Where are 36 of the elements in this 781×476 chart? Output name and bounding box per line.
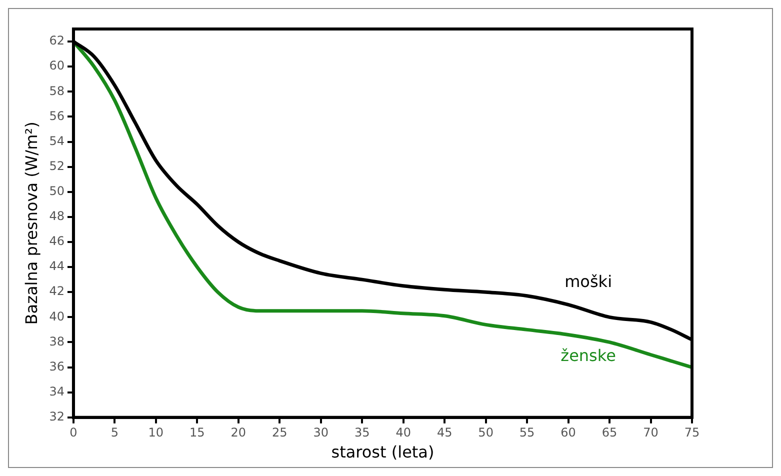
y-tick-label: 38 bbox=[49, 334, 64, 348]
y-tick-label: 52 bbox=[49, 158, 64, 173]
x-tick-label: 75 bbox=[684, 426, 700, 440]
x-axis-title: starost (leta) bbox=[331, 442, 434, 462]
y-tick-label: 32 bbox=[49, 410, 64, 424]
y-tick-label: 42 bbox=[49, 284, 64, 298]
x-tick-label: 30 bbox=[313, 426, 329, 440]
y-tick-label: 40 bbox=[49, 309, 64, 324]
series-label: moški bbox=[564, 272, 612, 291]
x-tick-label: 15 bbox=[190, 426, 205, 440]
y-tick-label: 34 bbox=[49, 384, 64, 398]
x-tick-label: 50 bbox=[478, 426, 494, 440]
x-tick-label: 0 bbox=[70, 426, 78, 440]
y-tick-label: 56 bbox=[49, 108, 64, 123]
y-tick-label: 44 bbox=[49, 259, 64, 274]
series-label: ženske bbox=[560, 346, 616, 365]
x-tick-label: 5 bbox=[110, 426, 119, 440]
x-tick-label: 45 bbox=[436, 426, 452, 440]
x-tick-label: 60 bbox=[560, 426, 576, 440]
x-tick-label: 10 bbox=[148, 426, 164, 440]
y-tick-label: 48 bbox=[49, 209, 64, 224]
x-tick-label: 40 bbox=[396, 426, 411, 440]
y-axis-title: Bazalna presnova (W/m²) bbox=[22, 122, 41, 325]
y-tick-label: 60 bbox=[49, 58, 64, 73]
y-tick-label: 54 bbox=[49, 134, 64, 148]
x-tick-label: 65 bbox=[602, 426, 618, 440]
y-tick-label: 50 bbox=[49, 184, 64, 198]
x-tick-label: 20 bbox=[230, 426, 246, 440]
x-tick-label: 55 bbox=[519, 426, 535, 440]
y-tick-label: 46 bbox=[49, 234, 64, 248]
y-tick-label: 62 bbox=[49, 34, 64, 48]
x-tick-label: 70 bbox=[643, 426, 658, 440]
y-tick-label: 58 bbox=[49, 84, 64, 98]
x-tick-label: 35 bbox=[354, 426, 370, 440]
y-tick-label: 36 bbox=[49, 359, 64, 374]
x-tick-label: 25 bbox=[272, 426, 288, 440]
